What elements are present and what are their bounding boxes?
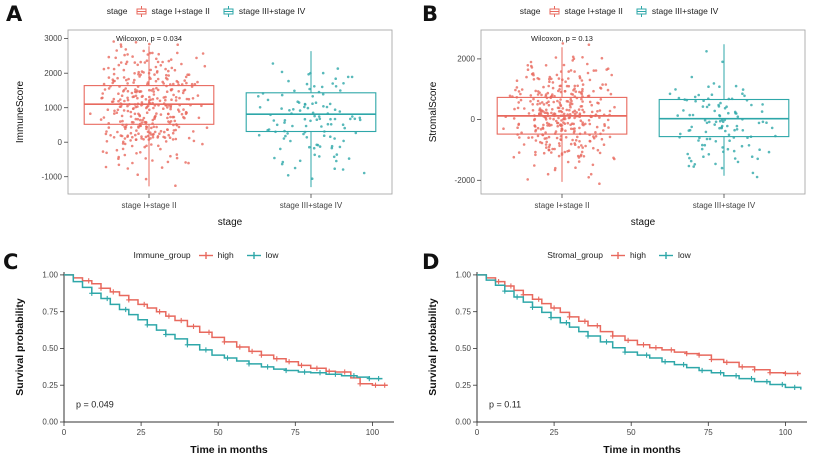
svg-text:0: 0 [62,428,67,437]
legend-key [246,251,262,260]
panel-immune-boxplot: stage stage I+stage II stage III+stage IV … [10,2,410,228]
immune-survival-curve: 0.00 0.25 0.50 0.75 1.00 0 25 50 75 100 p = 0.049 T… [14,271,394,456]
svg-text:stage: stage [631,217,656,228]
panel-label-c: C [3,250,19,274]
svg-text:0: 0 [58,138,63,147]
svg-text:0.50: 0.50 [42,344,58,353]
svg-text:1000: 1000 [44,103,62,112]
svg-text:stage: stage [218,217,243,228]
legend-key [548,5,561,18]
legend-title: stage [519,6,541,16]
svg-text:-1000: -1000 [42,172,63,181]
svg-text:25: 25 [137,428,146,437]
svg-text:3000: 3000 [44,34,62,43]
svg-text:100: 100 [779,428,793,437]
svg-text:0.25: 0.25 [42,381,58,390]
legend-label: high [217,250,234,260]
panel-immune-km: Immune_group high low 0.00 0.25 0.50 0.75 1.00… [10,246,410,456]
legend-title: Immune_group [133,250,191,260]
svg-text:StromalScore: StromalScore [428,81,439,142]
svg-text:50: 50 [627,428,636,437]
panel-stromal-km: Stromal_group high low 0.00 0.25 0.50 0.75 1.0… [423,246,823,456]
legend-key [658,251,674,260]
svg-text:Survival probability: Survival probability [14,298,26,396]
svg-text:0.75: 0.75 [455,307,471,316]
legend-label: high [629,250,647,260]
svg-text:0.50: 0.50 [455,344,471,353]
svg-text:-2000: -2000 [455,176,476,185]
svg-text:100: 100 [366,428,380,437]
legend-immune-group: Immune_group high low [133,246,286,264]
panel-label-d: D [422,250,440,274]
svg-text:Time in months: Time in months [190,444,268,456]
svg-text:p = 0.11: p = 0.11 [489,399,521,409]
km-key-icon [246,251,261,259]
legend-title: Stromal_group [547,250,603,260]
panel-label-a: A [6,2,23,26]
legend-title: stage [106,6,128,16]
boxplot-key-icon [136,5,147,17]
boxplot-key-icon [636,5,647,17]
boxplot-key-icon [223,5,234,17]
km-key-icon [610,251,625,259]
svg-text:2000: 2000 [44,69,62,78]
panel-label-b: B [422,2,439,26]
svg-text:Time in months: Time in months [603,444,681,456]
svg-text:0.00: 0.00 [42,418,58,427]
boxplot-key-icon [549,5,560,17]
km-key-icon [198,251,213,259]
legend-label: stage III+stage IV [651,6,719,16]
svg-text:0: 0 [475,428,480,437]
svg-text:0.25: 0.25 [455,381,471,390]
svg-text:2000: 2000 [457,55,475,64]
svg-text:Wilcoxon, p = 0.13: Wilcoxon, p = 0.13 [531,34,593,43]
panel-stromal-boxplot: stage stage I+stage II stage III+stage IV … [423,2,823,228]
svg-text:75: 75 [704,428,713,437]
svg-text:stage I+stage II: stage I+stage II [535,201,590,210]
km-key-icon [659,251,674,259]
immune-score-boxplot: -1000 0 1000 2000 3000 stage I+stage II stage … [15,29,393,228]
svg-text:p = 0.049: p = 0.049 [76,399,114,409]
legend-label: stage III+stage IV [238,6,306,16]
svg-text:1.00: 1.00 [42,271,58,280]
svg-text:Survival probability: Survival probability [427,298,439,396]
svg-text:25: 25 [550,428,559,437]
legend-key [135,5,148,18]
svg-text:0: 0 [471,115,476,124]
legend-key [222,5,235,18]
svg-text:stage III+stage IV: stage III+stage IV [693,201,756,210]
legend-stage-immune: stage stage I+stage II stage III+stage IV [107,2,314,20]
legend-stromal-group: Stromal_group high low [547,246,699,264]
legend-label: stage I+stage II [151,6,210,16]
svg-text:1.00: 1.00 [455,271,471,280]
stromal-score-boxplot: -2000 0 2000 stage I+stage II stage III+stag… [428,29,806,228]
legend-key [635,5,648,18]
legend-label: stage I+stage II [564,6,623,16]
legend-key [610,251,626,260]
svg-text:stage III+stage IV: stage III+stage IV [280,201,343,210]
legend-label: low [265,250,279,260]
legend-stage-stromal: stage stage I+stage II stage III+stage IV [520,2,727,20]
stromal-survival-curve: 0.00 0.25 0.50 0.75 1.00 0 25 50 75 100 p = 0.11 Ti… [427,271,807,456]
legend-label: low [678,250,691,260]
legend-key [198,251,214,260]
svg-text:50: 50 [214,428,223,437]
svg-text:Wilcoxon, p = 0.034: Wilcoxon, p = 0.034 [116,34,182,43]
svg-text:75: 75 [291,428,300,437]
svg-text:ImmuneScore: ImmuneScore [15,80,26,143]
svg-text:0.75: 0.75 [42,307,58,316]
svg-text:stage I+stage II: stage I+stage II [122,201,177,210]
svg-text:0.00: 0.00 [455,418,471,427]
